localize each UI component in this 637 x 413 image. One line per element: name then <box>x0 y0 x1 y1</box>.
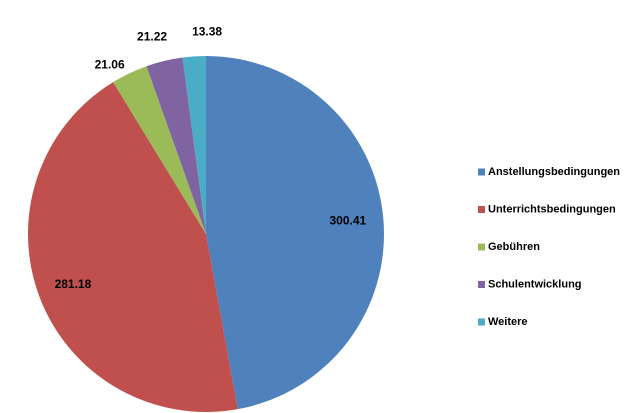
data-label: 21.06 <box>95 57 125 71</box>
legend-swatch <box>478 206 485 213</box>
pie-slice <box>146 57 206 234</box>
data-label: 281.18 <box>55 277 92 291</box>
pie-slice <box>28 82 238 413</box>
pie-slice <box>182 56 206 234</box>
legend-swatch <box>478 243 485 251</box>
pie-slice <box>113 66 206 234</box>
legend-swatch <box>478 281 485 288</box>
legend-label: Weitere <box>488 316 528 328</box>
legend-label: Gebühren <box>488 241 540 253</box>
legend-label: Unterrichtsbedingungen <box>488 203 616 215</box>
legend-swatch <box>478 168 485 176</box>
data-label: 21.22 <box>137 30 167 44</box>
data-label: 13.38 <box>192 25 222 39</box>
legend-label: Anstellungsbedingungen <box>488 166 620 178</box>
legend-swatch <box>478 318 485 326</box>
pie-slice <box>206 56 384 410</box>
legend-label: Schulentwicklung <box>488 278 582 290</box>
data-label: 300.41 <box>329 213 366 227</box>
